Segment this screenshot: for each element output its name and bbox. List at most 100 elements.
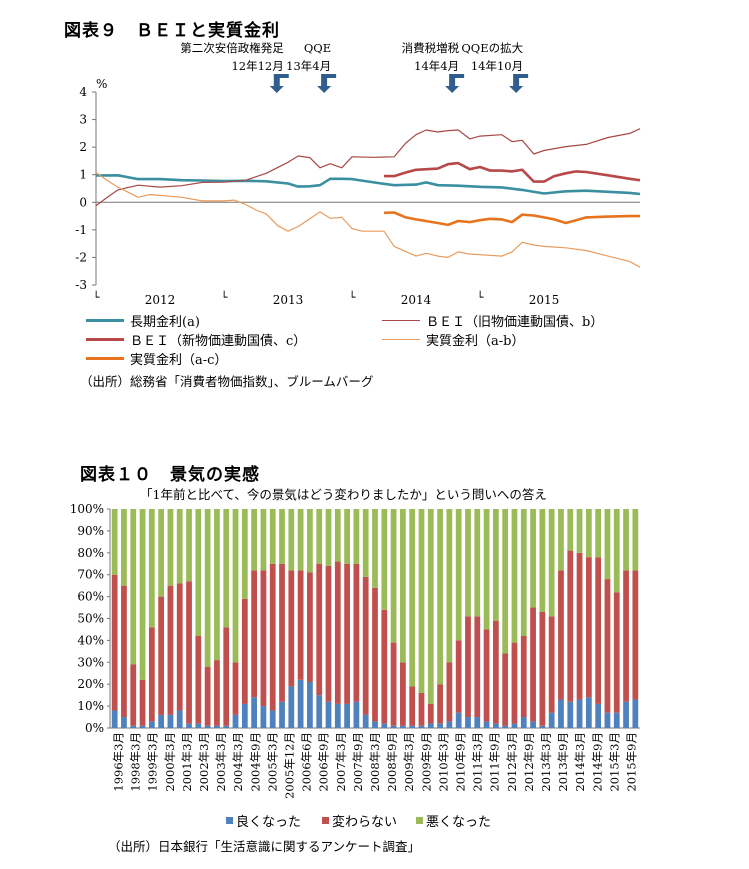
chart1-annotation-line2: 13年4月 [286, 59, 331, 73]
chart2-bar-bad [576, 509, 583, 553]
chart2-bar-same [585, 557, 592, 698]
chart2-bar-bad [390, 509, 397, 643]
chart2-bar-bad [595, 509, 602, 558]
chart2-bar-bad [511, 509, 518, 643]
chart2-bar-same [297, 570, 304, 680]
chart2-x-tick-label: 2015年3月 [607, 732, 621, 792]
chart2-x-tick-label: 2013年3月 [539, 732, 553, 792]
chart2-x-tick-label: 2009年3月 [402, 732, 416, 792]
chart2-x-tick-label: 2014年3月 [573, 732, 587, 792]
chart2-bar-same [558, 570, 564, 700]
legend-swatch-real-ab [382, 339, 420, 340]
chart2-x-tick-label: 1998年3月 [129, 732, 143, 792]
chart2-bar-bad [613, 509, 620, 593]
chart2-bar-good [111, 710, 118, 728]
chart2-bar-bad [465, 509, 471, 617]
chart2-bar-bad [492, 509, 499, 621]
chart2-bar-good [344, 703, 350, 728]
chart2-bar-bad [158, 509, 165, 597]
chart2-y-tick-label: 80% [77, 546, 104, 560]
chart2-bar-bad [539, 509, 546, 612]
legend-real-ac: 実質金利（a-c） [86, 349, 227, 368]
chart2-bar-same [474, 616, 481, 718]
chart1-year-mark: └ [477, 290, 484, 304]
chart2-bar-same [232, 662, 239, 715]
chart2-bar-bad [186, 509, 192, 582]
chart2-bar-good [139, 725, 146, 728]
chart2-x-tick-label: 2011年9月 [488, 732, 502, 792]
chart2-bar-bad [455, 509, 462, 641]
chart2-legend-bad: 悪くなった [416, 811, 491, 830]
chart2-bar-same [279, 563, 285, 702]
chart2-bar-good [465, 717, 471, 728]
chart2-bar-good [288, 686, 295, 728]
chart2-bar-bad [288, 509, 295, 571]
chart1-annotation-line2: 14年10月 [471, 59, 523, 73]
chart2-x-tick-label: 2005年3月 [265, 732, 279, 792]
chart2-x-tick-label: 2010年9月 [453, 732, 467, 792]
chart2-x-tick-label: 2005年12月 [283, 732, 297, 799]
chart2-x-tick-label: 2002年3月 [197, 732, 211, 792]
chart1-annotation-line1: QQEの拡大 [461, 41, 523, 55]
chart2-bar-same [427, 703, 434, 724]
chart2-x-tick-label: 2003年3月 [214, 732, 228, 792]
chart2-bar-good [130, 725, 137, 728]
chart1-unit-label: % [96, 77, 107, 91]
chart2-bar-same [567, 550, 574, 702]
chart2-bar-same [288, 570, 295, 687]
legend-swatch-long-rate [86, 319, 124, 322]
chart2-bar-bad [502, 509, 509, 654]
chart2-bar-bad [548, 509, 555, 617]
chart1-y-tick-label: 3 [79, 113, 87, 127]
chart2-bar-bad [325, 509, 332, 566]
legend-swatch-bad [416, 817, 423, 824]
legend-swatch-same [322, 817, 329, 824]
chart2-bar-same [409, 686, 416, 726]
legend-swatch-good [226, 817, 233, 824]
chart2-x-tick-label: 2012年9月 [522, 732, 536, 792]
chart1-series-line-1 [95, 128, 641, 207]
chart2-y-tick-label: 0% [85, 721, 104, 735]
chart2-bar-bad [260, 509, 267, 571]
chart2-bar-same [130, 664, 137, 726]
chart2-bar-bad [381, 509, 388, 610]
chart2-bar-same [204, 666, 211, 726]
chart2-bar-bad [139, 509, 146, 680]
chart2-bar-same [325, 565, 332, 702]
legend-label-bei-old: ＢＥＩ（旧物価連動国債、b） [426, 315, 604, 330]
chart2-bar-same [195, 636, 202, 724]
chart2-bar-good [613, 712, 620, 728]
chart2-bar-bad [176, 509, 183, 584]
chart2-bar-good [176, 710, 183, 728]
chart2-bar-good [595, 703, 602, 728]
chart1-x-tick-label: 2014 [401, 293, 432, 307]
chart2-bar-bad [251, 509, 257, 571]
chart2-x-tick-label: 2004年9月 [248, 732, 262, 792]
chart2-bar-good [158, 714, 165, 728]
legend-label-same: 変わらない [332, 815, 398, 830]
chart2-bar-good [474, 717, 481, 728]
chart2-y-tick-label: 100% [70, 502, 104, 516]
chart2-subtitle: 「1年前と比べて、今の景気はどう変わりましたか」という問いへの答え [140, 487, 547, 502]
chart2-bar-bad [111, 509, 118, 575]
chart2-bar-same [260, 570, 267, 707]
chart2-bar-good [297, 679, 304, 728]
chart1-y-tick-label: 2 [79, 140, 87, 154]
legend-swatch-bei-new [86, 338, 124, 341]
chart2-bar-bad [121, 509, 127, 586]
legend-real-ab: 実質金利（a-b） [382, 330, 524, 349]
chart2-x-tick-label: 2000年3月 [163, 732, 177, 792]
chart2-bar-same [492, 620, 499, 724]
chart2-x-tick-label: 2008年9月 [385, 732, 399, 792]
chart2-bar-good [632, 699, 639, 728]
chart2-bar-same [446, 662, 453, 722]
chart2-bar-same [483, 629, 490, 722]
chart2-bar-bad [344, 509, 350, 564]
chart2-bar-bad [334, 509, 341, 562]
chart1-annotation-arrow-icon [317, 74, 337, 93]
chart2-x-tick-label: 2007年9月 [351, 732, 365, 792]
chart2-bar-same [381, 609, 388, 724]
chart2-bar-good [334, 703, 341, 728]
chart2-bar-good [558, 699, 564, 728]
chart2-bar-good [623, 701, 629, 728]
